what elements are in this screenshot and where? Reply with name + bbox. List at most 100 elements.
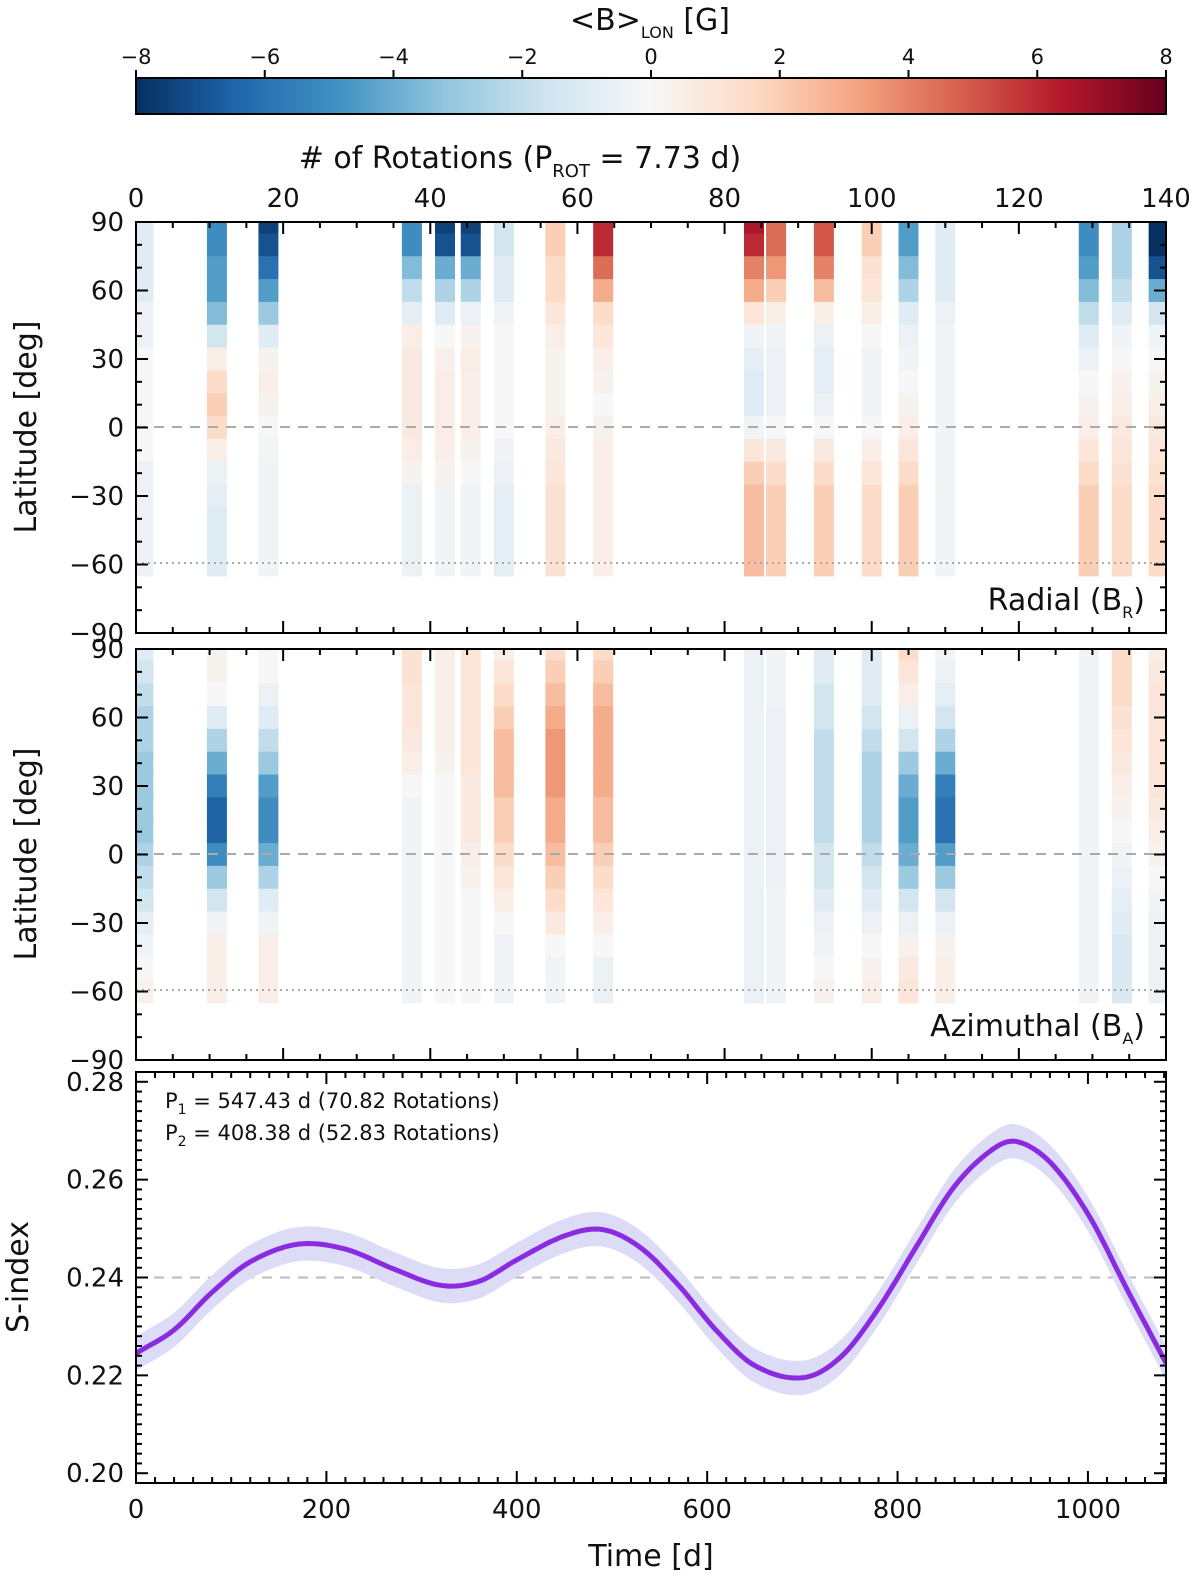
radial-heatmap-cell bbox=[137, 256, 154, 280]
azimuthal-heatmap-cell bbox=[206, 820, 227, 844]
azimuthal-heatmap-cell bbox=[258, 980, 279, 1004]
radial-heatmap-cell bbox=[813, 484, 834, 508]
azimuthal-heatmap-cell bbox=[460, 934, 481, 958]
radial-latitude-tick-label: −30 bbox=[69, 482, 124, 512]
radial-heatmap-cell bbox=[593, 222, 614, 234]
radial-heatmap-cell bbox=[545, 530, 566, 554]
radial-heatmap-cell bbox=[258, 484, 279, 508]
radial-heatmap-cell bbox=[898, 301, 919, 326]
azimuthal-heatmap-cell bbox=[1111, 683, 1132, 707]
radial-heatmap-cell bbox=[898, 507, 919, 531]
time-tick-label: 400 bbox=[492, 1495, 542, 1525]
radial-heatmap-cell bbox=[206, 347, 227, 371]
radial-ticks bbox=[135, 221, 1167, 634]
radial-heatmap-cell bbox=[258, 370, 279, 394]
azimuthal-heatmap-cell bbox=[545, 706, 566, 730]
azimuthal-heatmap-cell bbox=[435, 660, 455, 684]
radial-heatmap-cell bbox=[258, 393, 279, 417]
radial-heatmap-cell bbox=[206, 393, 227, 417]
radial-heatmap-cell bbox=[766, 370, 787, 394]
azimuthal-latitude-tick-label: 0 bbox=[107, 841, 124, 871]
azimuthal-heatmap-cell bbox=[1148, 660, 1165, 684]
azimuthal-heatmap-cell bbox=[460, 888, 481, 913]
azimuthal-heatmap-cell bbox=[744, 706, 764, 730]
radial-heatmap-cell bbox=[813, 438, 834, 463]
radial-heatmap-cell bbox=[460, 222, 481, 234]
azimuthal-heatmap-cell bbox=[1078, 706, 1099, 730]
radial-heatmap-cell bbox=[493, 507, 514, 531]
azimuthal-heatmap-cell bbox=[206, 683, 227, 707]
radial-heatmap-cells bbox=[137, 222, 1165, 577]
azimuthal-heatmap-cell bbox=[206, 957, 227, 981]
azimuthal-latitude-tick-label: −30 bbox=[69, 909, 124, 939]
azimuthal-heatmap-cell bbox=[460, 980, 481, 1004]
radial-heatmap-cell bbox=[744, 484, 764, 508]
azimuthal-heatmap-cell bbox=[401, 957, 422, 981]
radial-heatmap-cell bbox=[766, 233, 787, 257]
radial-heatmap-cell bbox=[861, 279, 882, 303]
radial-heatmap-cell bbox=[545, 233, 566, 257]
azimuthal-heatmap-cell bbox=[493, 797, 514, 821]
azimuthal-heatmap-cell bbox=[460, 911, 481, 935]
radial-heatmap-cell bbox=[813, 222, 834, 234]
radial-heatmap-cell bbox=[898, 438, 919, 463]
azimuthal-heatmap-cell bbox=[460, 820, 481, 844]
radial-heatmap-cell bbox=[744, 301, 764, 326]
azimuthal-heatmap-cell bbox=[206, 980, 227, 1004]
azimuthal-heatmap-cell bbox=[744, 751, 764, 776]
azimuthal-heatmap-cell bbox=[898, 911, 919, 935]
top-axis-title: # of Rotations (PROT = 7.73 d) bbox=[299, 141, 742, 182]
azimuthal-heatmap-cell bbox=[1111, 865, 1132, 890]
sindex-tick-labels: 0.28 0.26 0.24 0.22 0.20 bbox=[66, 1068, 124, 1489]
azimuthal-heatmap-cell bbox=[861, 728, 882, 753]
radial-heatmap-cell bbox=[460, 256, 481, 280]
azimuthal-heatmap-cell bbox=[593, 774, 614, 798]
radial-heatmap-cell bbox=[744, 324, 764, 349]
azimuthal-heatmap-cell bbox=[1111, 980, 1132, 1004]
radial-heatmap-cell bbox=[1078, 553, 1099, 577]
azimuthal-heatmap-cell bbox=[1148, 751, 1165, 776]
radial-heatmap-cell bbox=[206, 256, 227, 280]
azimuthal-heatmap-cell bbox=[1078, 934, 1099, 958]
colorbar-title: <B>LON [G] bbox=[570, 3, 730, 42]
radial-heatmap-cell bbox=[545, 438, 566, 463]
radial-heatmap-cell bbox=[545, 461, 566, 486]
radial-heatmap-cell bbox=[935, 530, 956, 554]
azimuthal-heatmap-cell bbox=[766, 660, 787, 684]
radial-latitude-tick-labels: 90 60 30 0 −30 −60 −90 bbox=[69, 208, 124, 649]
radial-heatmap-cell bbox=[401, 279, 422, 303]
top-axis-tick-label: 20 bbox=[267, 184, 300, 214]
radial-heatmap-cell bbox=[744, 347, 764, 371]
radial-heatmap-cell bbox=[766, 393, 787, 417]
radial-heatmap-cell bbox=[744, 222, 764, 234]
azimuthal-heatmap-cell bbox=[435, 820, 455, 844]
colorbar-bar bbox=[135, 77, 1167, 115]
radial-heatmap-cell bbox=[258, 507, 279, 531]
azimuthal-heatmap-cell bbox=[813, 751, 834, 776]
radial-heatmap-cell bbox=[898, 416, 919, 440]
azimuthal-heatmap-cell bbox=[744, 660, 764, 684]
azimuthal-heatmap-cell bbox=[258, 911, 279, 935]
azimuthal-heatmap-cell bbox=[766, 888, 787, 913]
radial-heatmap-cell bbox=[813, 233, 834, 257]
azimuthal-heatmap-cell bbox=[1078, 911, 1099, 935]
radial-heatmap-cell bbox=[206, 553, 227, 577]
azimuthal-heatmap-cell bbox=[813, 911, 834, 935]
sindex-series-line bbox=[136, 1138, 1166, 1381]
azimuthal-heatmap-cell bbox=[1111, 820, 1132, 844]
azimuthal-heatmap-cell bbox=[493, 888, 514, 913]
azimuthal-heatmap-cell bbox=[593, 980, 614, 1004]
azimuthal-latitude-tick-labels: 90 60 30 0 −30 −60 −90 bbox=[69, 635, 124, 1076]
colorbar-tick-label: 4 bbox=[902, 45, 915, 69]
azimuthal-heatmap-cell bbox=[137, 934, 154, 958]
azimuthal-heatmap-cell bbox=[861, 660, 882, 684]
time-tick-label: 600 bbox=[682, 1495, 732, 1525]
azimuthal-heatmap-cell bbox=[258, 683, 279, 707]
radial-heatmap-cell bbox=[935, 347, 956, 371]
azimuthal-heatmap-cell bbox=[545, 888, 566, 913]
radial-panel-label: Radial (BR) bbox=[988, 583, 1145, 622]
radial-heatmap-cell bbox=[460, 507, 481, 531]
azimuthal-heatmap-cell bbox=[206, 797, 227, 821]
azimuthal-heatmap-cell bbox=[935, 911, 956, 935]
azimuthal-heatmap-cell bbox=[744, 934, 764, 958]
